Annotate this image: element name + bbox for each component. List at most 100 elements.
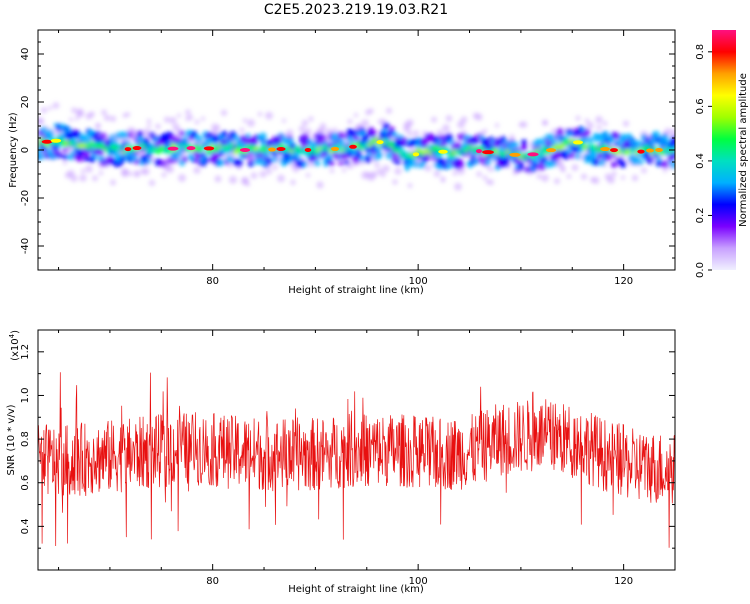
spectrogram-cell [80, 168, 86, 174]
snr-y-ticks: 0.4 0.6 0.8 1.0 1.2 [20, 344, 675, 549]
spectrogram-cell [607, 175, 615, 184]
spectrogram-cell [50, 128, 56, 134]
spectrogram-cell [376, 140, 384, 145]
spectrogram-cell [58, 133, 66, 141]
spectrogram-cell [194, 119, 200, 125]
spectrogram-cell [392, 132, 398, 138]
spectrogram-cell [41, 139, 53, 144]
snr-x-tick-label: 120 [614, 576, 633, 587]
spectrogram-cell [605, 155, 611, 162]
snr-x-ticks: 80 100 120 [58, 330, 676, 587]
spectrogram-cell [325, 154, 333, 162]
spectrogram-cell [47, 106, 53, 111]
spectrogram-cell [134, 158, 140, 165]
snr-series [38, 372, 675, 548]
spectrogram-cell [191, 157, 197, 163]
spectrogram-cell [77, 155, 83, 162]
spectrogram-cell [407, 183, 413, 188]
spectrogram-cell [338, 160, 344, 166]
spectrogram-cell [242, 118, 248, 123]
snr-panel: 80 100 120 0.4 0.6 0.8 1.0 1.2 Height of strai… [6, 329, 676, 595]
spectrogram-cell [265, 168, 273, 175]
figure-title: C2E5.2023.219.19.03.R21 [264, 2, 448, 18]
spectrogram-cell [600, 147, 610, 152]
spectrogram-y-tick-label: 20 [20, 96, 31, 109]
spectrogram-cell [193, 166, 201, 174]
spectrogram-cell [341, 168, 347, 173]
spectrogram-cell [400, 137, 408, 144]
spectrogram-cell [235, 159, 243, 167]
spectrogram-cell [61, 153, 69, 160]
spectrogram-cell [646, 148, 654, 153]
colorbar-tick-label: 0.8 [695, 44, 706, 60]
spectrogram-cell [566, 129, 572, 135]
spectrogram-cell [301, 119, 309, 127]
spectrogram-cell [268, 147, 276, 152]
spectrogram-cell [161, 172, 167, 178]
spectrogram-cell [511, 141, 519, 149]
spectrogram-cell [431, 116, 437, 123]
spectrogram-cell [286, 129, 294, 137]
spectrogram-cell [79, 174, 87, 182]
spectrogram-cell [368, 108, 374, 114]
snr-x-label: Height of straight line (km) [288, 584, 424, 595]
spectrogram-cell [412, 130, 420, 137]
snr-line [38, 372, 675, 548]
spectrogram-cell [655, 159, 663, 167]
spectrogram-cell [541, 174, 549, 182]
spectrogram-cell [547, 133, 555, 141]
spectrogram-cell [551, 128, 557, 134]
spectrogram-cell [619, 160, 627, 168]
spectrogram-cell [121, 169, 129, 178]
spectrogram-cell [101, 109, 107, 116]
spectrogram-cell [475, 149, 483, 154]
spectrogram-cell [545, 148, 557, 153]
spectrogram-cell [307, 159, 315, 168]
spectrogram-cell [277, 174, 285, 183]
spectrogram-cell [602, 163, 608, 168]
spectrogram-cell [418, 161, 426, 169]
spectrogram-cell [406, 119, 414, 127]
spectrogram-y-ticks: 40 20 0 -20 -40 [20, 41, 675, 259]
spectrogram-x-tick-label: 120 [614, 276, 633, 287]
spectrogram-cell [232, 134, 240, 142]
spectrogram-cell [520, 144, 528, 151]
spectrogram-cell [578, 154, 584, 160]
spectrogram-cell [670, 152, 675, 159]
spectrogram-cell [286, 137, 294, 146]
spectrogram-cell [542, 120, 548, 126]
spectrogram-cell [92, 175, 98, 182]
spectrogram-cell [472, 158, 480, 165]
spectrogram-cell [482, 150, 494, 155]
spectrogram-cell [70, 174, 78, 182]
spectrogram-cell [536, 173, 542, 179]
spectrogram-cell [76, 108, 84, 116]
spectrogram-cell [98, 170, 104, 176]
colorbar-label: Normalized spectral amplitude [738, 73, 749, 227]
spectrogram-cell [571, 164, 579, 172]
snr-y-tick-label: 0.8 [20, 431, 31, 447]
spectrogram-cell [82, 155, 90, 162]
spectrogram-cell [95, 124, 101, 129]
spectrogram-cell [73, 130, 81, 139]
spectrogram-cell [436, 129, 444, 137]
spectrogram-cell [457, 159, 465, 167]
spectrogram-cell [583, 128, 591, 136]
colorbar-tick-label: 0.2 [695, 208, 706, 224]
spectrogram-cell [622, 120, 630, 127]
spectrogram-cell [566, 174, 572, 179]
spectrogram-cell [649, 138, 657, 146]
snr-x-tick-label: 80 [206, 576, 219, 587]
spectrogram-cell [482, 175, 488, 181]
spectrogram-cell [637, 149, 645, 154]
spectrogram-cell [305, 172, 311, 178]
spectrogram-cell [634, 140, 642, 147]
spectrogram-cell [169, 117, 177, 124]
spectrogram-cell [182, 156, 188, 163]
spectrogram-cell [386, 107, 392, 114]
snr-frame [37, 329, 676, 571]
spectrogram-x-label: Height of straight line (km) [288, 285, 424, 296]
colorbar-tick-label: 0.0 [695, 262, 706, 278]
colorbar-gradient [712, 30, 736, 270]
